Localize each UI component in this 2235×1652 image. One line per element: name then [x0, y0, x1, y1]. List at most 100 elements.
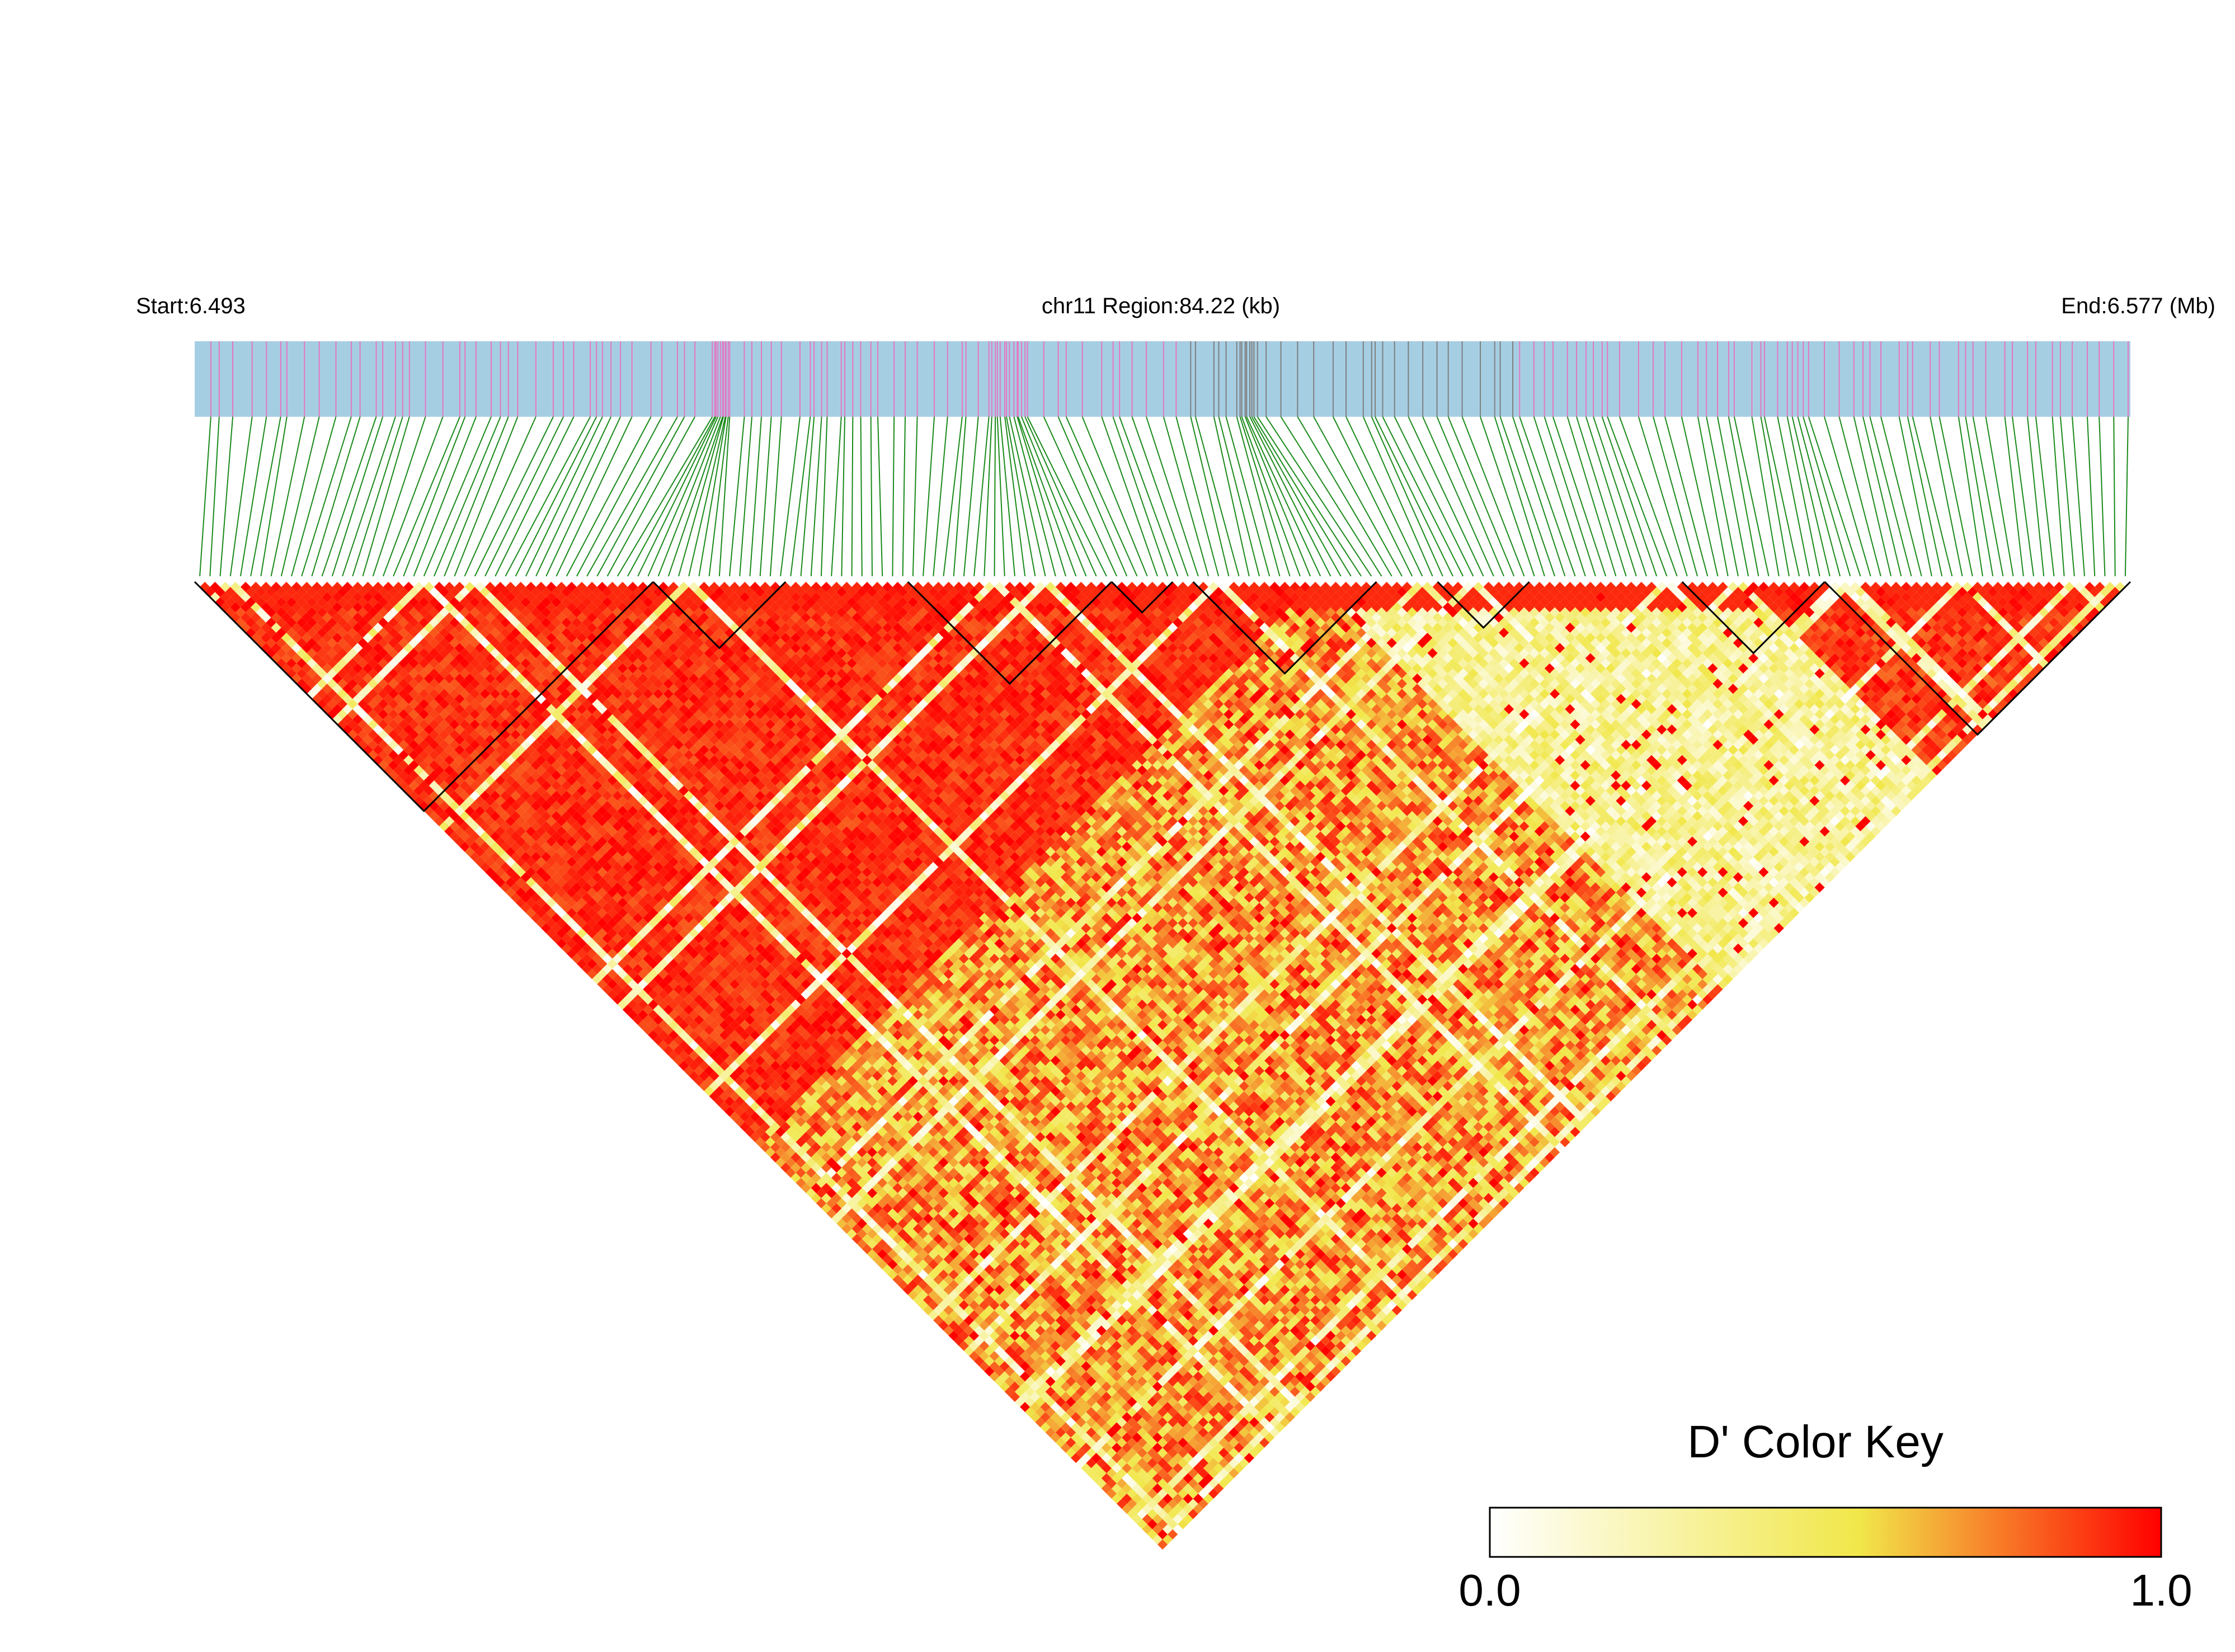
ld-cell — [490, 872, 501, 883]
snp-connector — [545, 416, 621, 577]
ld-cell — [246, 597, 256, 608]
start-label: Start:6.493 — [136, 294, 246, 318]
snp-connector — [382, 416, 444, 577]
snp-connector — [1907, 416, 1943, 577]
ld-cell — [225, 587, 236, 597]
snp-connector — [1607, 416, 1668, 577]
ld-cell — [633, 1004, 643, 1015]
ld-cell — [1060, 1422, 1071, 1433]
ld-cell — [877, 1249, 888, 1259]
ld-cell — [434, 796, 445, 806]
ld-cell — [984, 1366, 995, 1377]
ld-cell — [887, 1259, 898, 1270]
snp-connector — [311, 416, 361, 577]
ld-cell — [408, 770, 419, 781]
ld-cell — [923, 1284, 934, 1295]
ld-cell — [745, 1117, 755, 1127]
snp-connector — [851, 416, 854, 577]
snp-connector — [1249, 416, 1331, 577]
ld-cell — [566, 928, 577, 939]
ld-cell — [530, 912, 542, 924]
snp-connector — [2004, 416, 2024, 577]
ld-cell — [1020, 1381, 1031, 1392]
ld-cell — [281, 643, 291, 653]
snp-connector — [1333, 416, 1413, 577]
ld-cell — [271, 633, 281, 643]
snp-connector — [1965, 416, 1994, 577]
ld-cell — [1117, 1478, 1127, 1489]
ld-cell — [826, 1188, 837, 1198]
ld-cell — [439, 811, 450, 821]
ld-cell — [862, 1223, 872, 1234]
snp-connector — [1803, 416, 1851, 577]
snp-connector — [1244, 416, 1311, 577]
snp-connector — [1601, 416, 1658, 577]
snp-connector — [1958, 416, 1983, 577]
snp-connector — [963, 416, 979, 577]
ld-cell — [1106, 1488, 1117, 1499]
snp-connector — [999, 416, 1015, 577]
ld-cell — [958, 1340, 969, 1351]
ld-cell — [297, 668, 307, 679]
ld-cell — [791, 1173, 801, 1183]
ld-cell — [831, 1213, 842, 1224]
ld-cell — [536, 897, 547, 908]
ld-cell — [408, 790, 419, 801]
ld-cell — [210, 592, 220, 603]
ld-cell — [449, 831, 460, 842]
ld-cell — [872, 1254, 883, 1265]
ld-cell — [679, 1060, 689, 1071]
ld-cell — [464, 836, 475, 847]
ld-cell — [648, 1020, 658, 1030]
ld-cell — [266, 638, 276, 648]
snp-connector — [1190, 416, 1230, 577]
ld-cell — [928, 1289, 939, 1300]
ld-cell — [556, 928, 567, 939]
ld-cell — [633, 994, 643, 1005]
ld-cell — [312, 663, 322, 674]
snp-connector — [515, 416, 597, 577]
snp-connector — [1733, 416, 1770, 577]
ld-cell — [974, 1345, 985, 1356]
ld-cell — [449, 811, 460, 821]
ld-cell — [989, 1350, 1000, 1362]
ld-cell — [816, 1188, 827, 1198]
ld-cell — [1071, 1453, 1081, 1463]
ld-cell — [785, 1168, 796, 1178]
snp-connector — [229, 416, 253, 577]
ld-cell — [459, 841, 470, 852]
ld-cell — [867, 1249, 878, 1259]
ld-cell — [841, 1213, 852, 1224]
ld-cell — [796, 1157, 806, 1168]
ld-cell — [1030, 1412, 1041, 1423]
ld-cell — [505, 867, 516, 878]
ld-cell — [1142, 1504, 1152, 1514]
snp-connector — [1972, 416, 2004, 577]
ld-cell — [897, 1259, 908, 1270]
snp-connector — [1824, 416, 1871, 577]
snp-connector — [1213, 416, 1250, 577]
snp-connector — [923, 416, 935, 577]
ld-cell — [907, 1279, 918, 1290]
ld-cell — [963, 1325, 975, 1336]
snp-connector — [1004, 416, 1026, 577]
ld-cell — [775, 1157, 786, 1168]
snp-connector — [342, 416, 396, 577]
snp-connector — [2059, 416, 2075, 577]
snp-connector — [912, 416, 918, 577]
ld-cell — [200, 582, 210, 592]
snp-connector — [352, 416, 403, 577]
snp-connector — [1791, 416, 1831, 577]
ld-cell — [612, 984, 623, 995]
ld-cell — [816, 1198, 827, 1208]
ld-cell — [505, 877, 516, 888]
snp-connector — [576, 416, 663, 577]
ld-cell — [434, 816, 445, 827]
ld-cell — [1132, 1504, 1142, 1514]
snp-connector — [1280, 416, 1382, 577]
ld-cell — [979, 1350, 990, 1362]
ld-cell — [556, 917, 567, 929]
ld-cell — [424, 785, 434, 796]
snp-connector — [372, 416, 426, 577]
